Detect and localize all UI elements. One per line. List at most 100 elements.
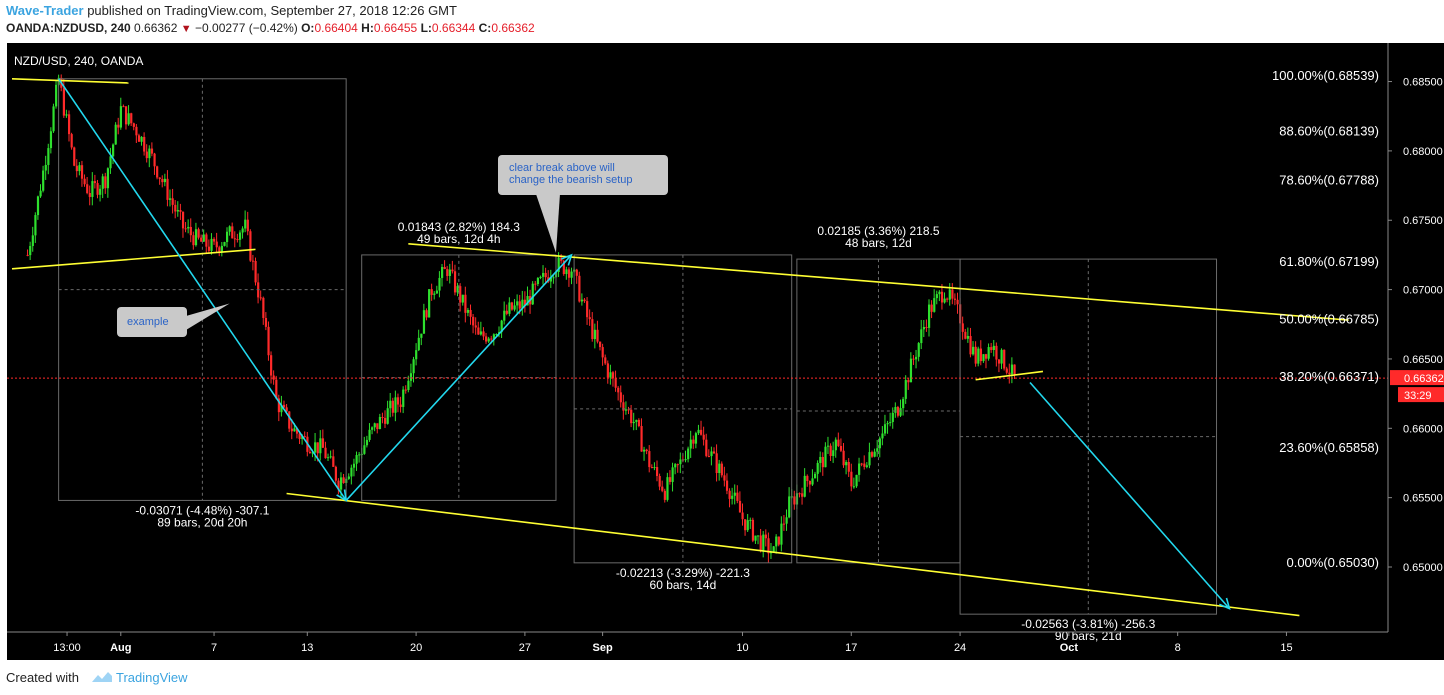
candle-body [83,178,86,185]
measure-label-bars: 48 bars, 12d [845,236,912,250]
candle-body [583,299,586,302]
measure-label-value: -0.02213 (-3.29%) -221.3 [616,566,750,580]
fib-level-label: 23.60%(0.65858) [1279,440,1379,455]
chart-plot-area[interactable] [7,43,1388,632]
candle-body [337,480,340,490]
candle-body [684,459,687,461]
candle-body [1005,368,1008,373]
candle-body [873,451,876,457]
fib-level-label: 78.60%(0.67788) [1279,172,1379,187]
candle-body [632,421,635,424]
trend-arrow [57,78,347,501]
candle-body [609,372,612,378]
candle-body [101,176,104,189]
candle-body [140,136,143,142]
price-axis[interactable] [1388,43,1444,632]
candle-body [984,354,988,359]
candle-body [503,310,506,321]
candle-body [992,345,995,351]
candle-body [143,136,146,152]
candle-body [692,439,695,444]
candle-body [446,269,449,276]
candle-body [477,327,480,335]
candle-body [474,325,477,328]
candle-body [34,215,37,236]
candle-body [948,289,951,300]
candle-body [694,433,698,444]
candle-body [156,166,159,178]
x-tick-label: 24 [954,642,966,654]
y-tick-label: 0.68000 [1403,146,1443,158]
measure-label-bars: 90 bars, 21d [1055,629,1122,643]
candle-body [513,305,516,310]
candle-body [29,246,32,256]
candle-body [780,523,783,545]
candle-body [169,198,172,200]
candle-body [995,345,998,360]
candle-body [777,536,780,545]
candle-body [974,346,977,364]
candle-body [391,400,394,413]
candle-body [596,329,599,342]
candle-body [754,535,757,541]
tradingview-brand[interactable]: TradingView [116,670,188,685]
change-value: −0.00277 (−0.42%) [195,21,298,35]
candle-body [510,302,514,310]
candle-body [845,461,848,466]
candle-body [917,343,920,357]
time-axis[interactable] [7,632,1444,660]
candle-body [645,449,648,452]
candle-body [290,428,293,432]
candle-body [78,165,81,172]
candle-body [275,379,278,399]
candle-body [466,309,470,313]
candle-body [674,464,677,468]
candle-body [697,429,700,434]
candle-body [725,480,729,491]
candle-body [702,434,705,440]
candle-body [909,358,913,383]
candle-body [518,301,521,309]
candle-body [295,428,299,434]
candle-body [104,176,107,189]
trend-line [975,370,1044,381]
current-price-value: 0.66362 [1404,373,1444,385]
candle-body [407,380,410,390]
candle-body [459,286,462,303]
candle-body [270,355,273,376]
candle-body [49,131,53,149]
close-label: C: [478,21,492,35]
candle-body [194,229,198,246]
tradingview-logo-icon[interactable] [91,670,116,685]
candle-body [560,257,563,261]
candle-body [762,534,765,551]
measure-label-bars: 89 bars, 20d 20h [157,515,247,529]
candle-body [751,519,755,541]
candle-body [135,126,138,136]
candle-body [47,148,50,165]
candle-body [189,226,192,236]
author-link[interactable]: Wave-Trader [6,3,84,18]
candle-body [731,495,734,499]
candle-body [863,463,866,467]
candle-body [55,84,58,107]
candle-body [373,423,376,428]
x-tick-label: 17 [845,642,857,654]
candle-body [588,317,591,320]
candle-body [749,519,752,521]
candle-body [915,356,918,360]
countdown-badge [1398,387,1444,403]
y-tick-label: 0.68500 [1403,77,1443,89]
candle-body [267,326,270,356]
callout-box [498,155,668,195]
candle-body [422,310,426,334]
candle-body [347,476,350,479]
candle-body [213,238,216,242]
candle-body [52,106,55,132]
candle-body [990,347,993,351]
candle-body [86,184,89,193]
candle-body [327,457,330,459]
candle-body [575,269,578,276]
candle-body [464,294,467,313]
candle-body [671,467,674,482]
